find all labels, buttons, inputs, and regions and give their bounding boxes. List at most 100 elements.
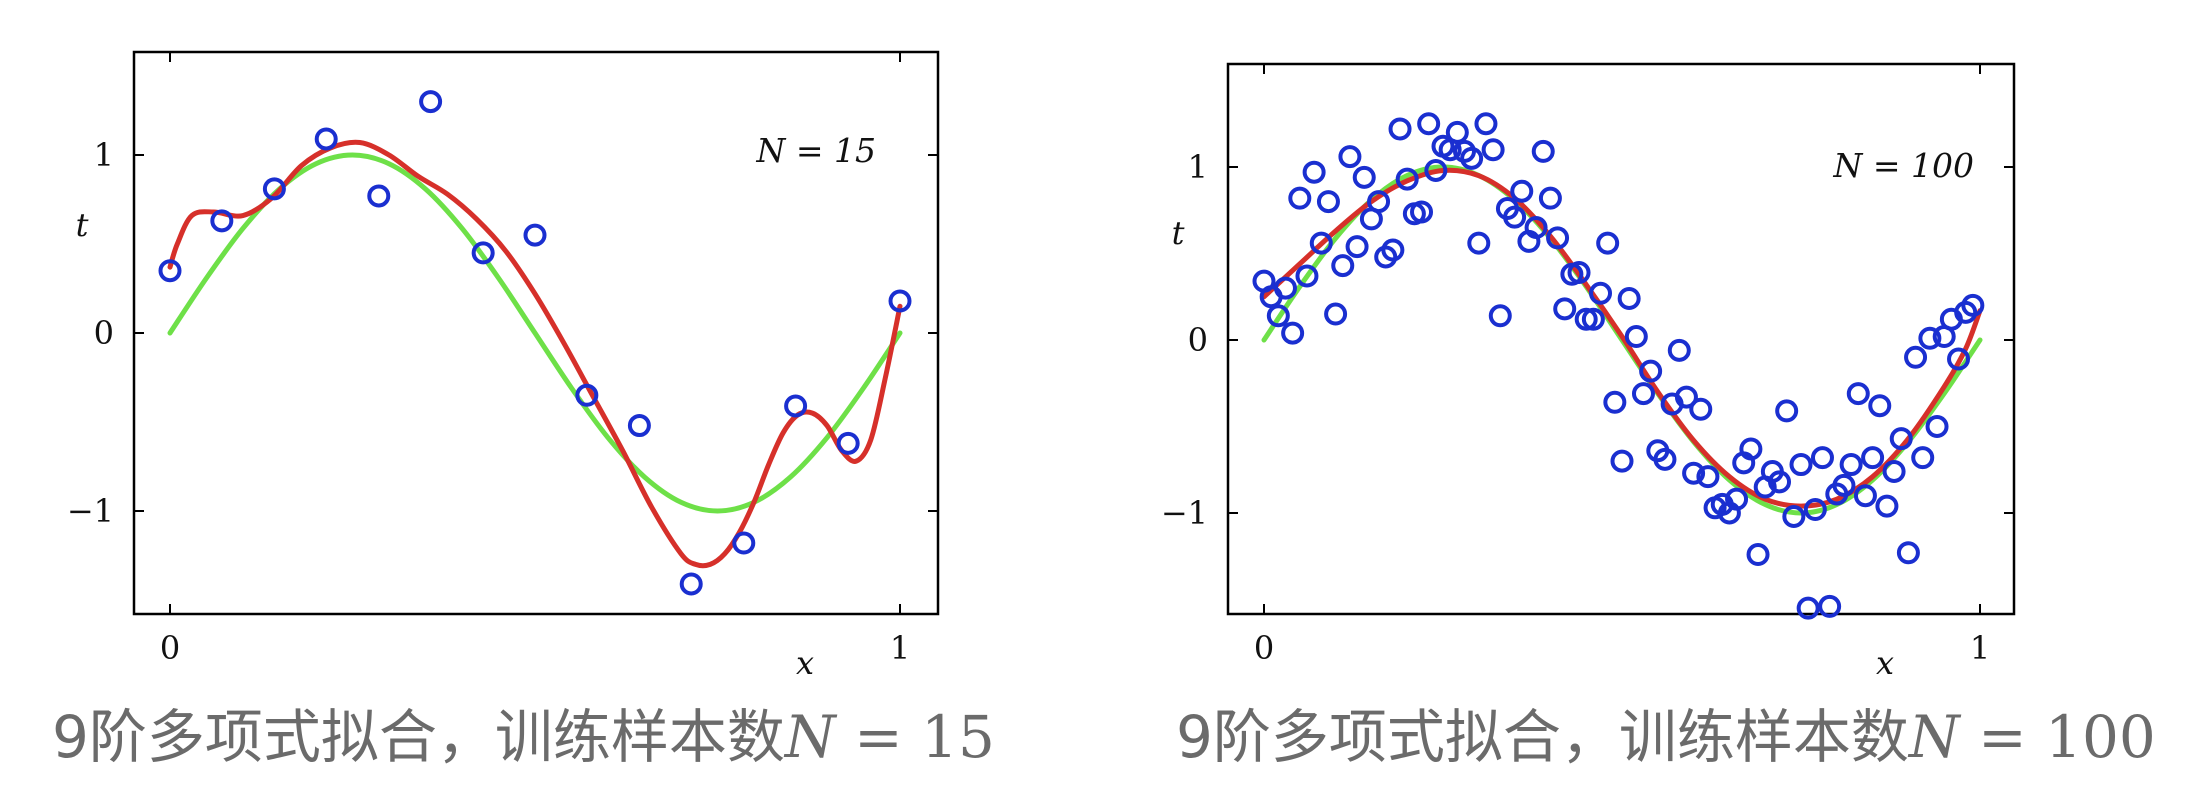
- data-point: [158, 259, 182, 283]
- data-point: [1281, 321, 1305, 345]
- data-point: [1889, 427, 1913, 451]
- caption-left-eq: = 15: [835, 703, 995, 771]
- chart-left: 0 1 −1 0 1 x t N = 15: [67, 50, 940, 682]
- data-point: [575, 383, 599, 407]
- data-point: [888, 289, 912, 313]
- data-point: [1725, 487, 1749, 511]
- data-point: [1581, 307, 1605, 331]
- data-point: [1631, 382, 1655, 406]
- data-point: [262, 177, 286, 201]
- data-point: [1782, 504, 1806, 528]
- caption-left-n: N: [784, 703, 836, 771]
- data-point: [1904, 345, 1928, 369]
- data-point: [471, 241, 495, 265]
- data-point: [1524, 216, 1548, 240]
- data-point: [1510, 179, 1534, 203]
- x-axis-label: x: [1876, 644, 1894, 682]
- data-point: [1352, 165, 1376, 189]
- data-point: [627, 414, 651, 438]
- data-point: [1796, 596, 1820, 620]
- data-point: [1331, 254, 1355, 278]
- data-point: [1925, 415, 1949, 438]
- data-point: [1810, 446, 1834, 470]
- data-point: [1853, 484, 1877, 508]
- data-point: [1302, 160, 1326, 184]
- data-point: [1474, 112, 1498, 136]
- data-point: [1875, 494, 1899, 518]
- data-point: [1624, 325, 1648, 349]
- data-point: [1610, 449, 1634, 473]
- x-tick-label: 1: [890, 629, 910, 667]
- y-tick-label: −1: [1161, 494, 1208, 532]
- data-point: [1682, 461, 1706, 485]
- data-point: [1266, 304, 1290, 328]
- data-point: [1309, 231, 1333, 255]
- data-point: [523, 223, 547, 247]
- data-point: [1338, 145, 1362, 169]
- data-point: [836, 431, 860, 455]
- data-point: [1617, 286, 1641, 310]
- data-point: [1316, 190, 1340, 214]
- data-point: [1574, 307, 1598, 331]
- x-tick-label: 1: [1970, 629, 1990, 667]
- data-point: [1868, 394, 1892, 418]
- data-point: [1839, 453, 1863, 477]
- data-point: [1460, 146, 1484, 170]
- caption-right-text: 9阶多项式拟合，训练样本数: [1176, 703, 1909, 771]
- data-point: [1882, 459, 1906, 483]
- fitted-curve: [167, 139, 903, 569]
- data-point: [1589, 281, 1613, 305]
- data-point: [1639, 359, 1663, 383]
- data-point: [1345, 235, 1369, 259]
- y-axis-label: t: [76, 206, 89, 244]
- chart-right: 0 1 −1 0 1 x t N = 100: [1161, 62, 2016, 682]
- x-tick-label: 0: [1254, 629, 1274, 667]
- data-point: [1603, 390, 1627, 414]
- x-axis-label: x: [796, 644, 814, 682]
- data-point: [1417, 112, 1441, 136]
- data-point: [1674, 385, 1698, 409]
- data-point: [419, 90, 443, 114]
- data-point: [1846, 382, 1870, 406]
- data-point: [1388, 117, 1412, 141]
- caption-right-n: N: [1908, 703, 1960, 771]
- data-point: [1832, 473, 1856, 497]
- data-point: [1689, 397, 1713, 421]
- data-point: [1803, 498, 1827, 522]
- x-tick-label: 0: [160, 629, 180, 667]
- data-point: [1324, 302, 1348, 326]
- data-point: [1896, 541, 1920, 565]
- data-point: [1381, 238, 1405, 262]
- data-point: [1410, 200, 1434, 224]
- data-point: [732, 531, 756, 555]
- data-point: [784, 394, 808, 418]
- data-point: [1546, 226, 1570, 250]
- data-point: [1918, 326, 1942, 350]
- data-point: [1961, 293, 1985, 317]
- data-point: [1911, 446, 1935, 470]
- data-point: [1818, 594, 1842, 618]
- data-point: [1488, 304, 1512, 328]
- data-point: [1367, 190, 1391, 214]
- fitted-curve: [1261, 167, 1983, 509]
- data-point: [1567, 261, 1591, 285]
- data-point: [1553, 297, 1577, 321]
- data-point: [1768, 470, 1792, 494]
- data-point: [1467, 231, 1491, 255]
- y-tick-label: −1: [67, 492, 114, 530]
- data-point: [1538, 186, 1562, 210]
- data-point: [1424, 158, 1448, 182]
- y-tick-label: 1: [1188, 148, 1208, 186]
- data-point: [1395, 167, 1419, 191]
- y-axis-label: t: [1172, 214, 1185, 252]
- caption-left: 9阶多项式拟合，训练样本数N = 15: [52, 690, 995, 774]
- data-point: [1653, 447, 1677, 471]
- data-point: [1295, 264, 1319, 288]
- data-point: [1273, 276, 1297, 300]
- data-point: [1775, 399, 1799, 423]
- y-tick-label: 0: [1188, 321, 1208, 359]
- data-point: [1746, 543, 1770, 567]
- caption-right-eq: = 100: [1959, 703, 2156, 771]
- n-annotation: N = 100: [1833, 146, 1975, 185]
- data-point: [1445, 120, 1469, 144]
